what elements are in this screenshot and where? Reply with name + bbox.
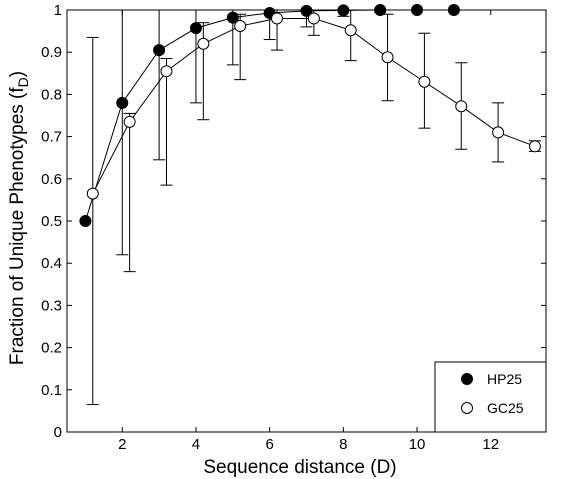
- data-point: [418, 75, 431, 88]
- data-point: [86, 187, 99, 200]
- data-point: [344, 24, 357, 37]
- series-line-hp25: [84, 9, 454, 222]
- y-tick-label: 0.8: [41, 86, 62, 103]
- data-point: [197, 37, 210, 50]
- legend-label-gc25: GC25: [487, 400, 524, 416]
- y-axis-title: Fraction of Unique Phenotypes (fD): [7, 71, 31, 365]
- data-point: [189, 22, 202, 35]
- y-tick-label: 0.7: [41, 129, 62, 146]
- y-tick-label: 1: [54, 2, 62, 19]
- data-point: [381, 51, 394, 64]
- y-axis-title-close: ): [7, 71, 28, 77]
- x-tick-label: 6: [265, 436, 273, 453]
- x-tick-label: 12: [482, 436, 499, 453]
- data-point: [116, 96, 129, 109]
- y-axis-title-main: Fraction of Unique Phenotypes (f: [7, 87, 28, 365]
- data-point: [160, 65, 173, 78]
- y-tick-label: 0.1: [41, 382, 62, 399]
- data-point: [447, 4, 460, 16]
- data-point: [455, 100, 468, 113]
- data-point: [374, 4, 387, 16]
- x-tick-label: 10: [409, 436, 426, 453]
- y-tick-label: 0.3: [41, 297, 62, 314]
- data-point: [123, 115, 136, 128]
- data-point: [271, 12, 284, 25]
- series-hp25: [79, 4, 460, 256]
- y-tick-label: 0.5: [41, 213, 62, 230]
- y-tick-label: 0.6: [41, 171, 62, 188]
- legend-box: [434, 361, 547, 433]
- x-tick-label: 4: [192, 436, 200, 453]
- x-tick-label: 2: [118, 436, 126, 453]
- y-tick-label: 0: [54, 424, 62, 441]
- x-axis-title: Sequence distance (D): [203, 457, 396, 478]
- series-gc25: [86, 9, 541, 406]
- y-tick-label: 0.2: [41, 340, 62, 357]
- legend-marker-gc25: [461, 402, 473, 414]
- y-axis-title-subscript: D: [15, 77, 31, 87]
- data-point: [234, 20, 247, 33]
- data-point: [492, 126, 505, 139]
- data-point: [226, 11, 239, 24]
- data-point: [528, 140, 541, 153]
- data-point: [411, 4, 424, 16]
- legend-label-hp25: HP25: [487, 371, 522, 387]
- data-point: [307, 12, 320, 25]
- x-tick-label: 8: [339, 436, 347, 453]
- data-point: [153, 44, 166, 57]
- data-point: [79, 215, 92, 227]
- y-tick-label: 0.9: [41, 44, 62, 61]
- legend-marker-hp25: [461, 373, 473, 385]
- data-point: [300, 4, 313, 17]
- y-tick-label: 0.4: [41, 255, 62, 272]
